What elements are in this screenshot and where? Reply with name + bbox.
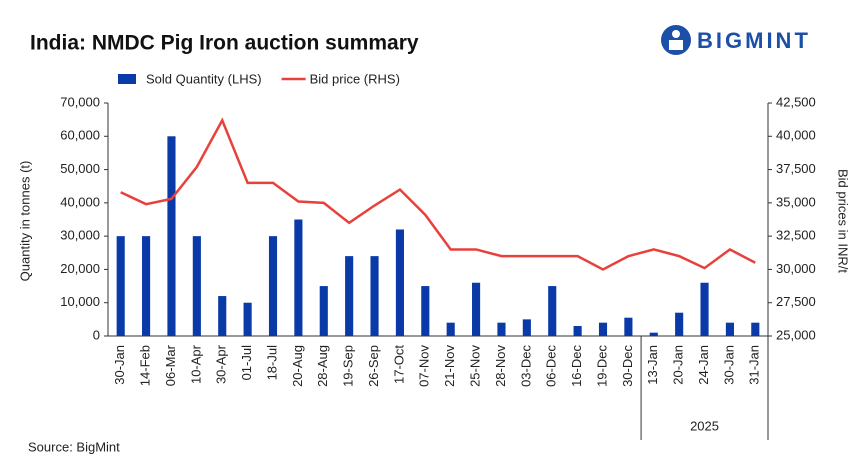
- bar: [294, 219, 303, 336]
- bar: [700, 282, 709, 336]
- x-tick-label: 18-Jul: [264, 345, 279, 381]
- bar: [395, 229, 404, 336]
- legend-label: Bid price (RHS): [310, 71, 400, 86]
- group-label: 2025: [690, 418, 719, 433]
- x-tick-label: 16-Dec: [569, 345, 584, 387]
- x-tick-label: 19-Dec: [594, 345, 609, 387]
- source: Source: BigMint: [28, 439, 120, 454]
- y-tick-label: 0: [93, 327, 100, 342]
- bar: [319, 286, 328, 336]
- x-tick-label: 06-Dec: [544, 345, 559, 387]
- x-tick-label: 31-Jan: [747, 345, 762, 385]
- logo-icon-body: [669, 40, 683, 50]
- y2-tick-label: 25,000: [776, 327, 816, 342]
- logo-icon-dot: [672, 30, 680, 38]
- bar: [598, 322, 608, 336]
- x-tick-label: 30-Jan: [721, 345, 736, 385]
- bar: [243, 302, 252, 336]
- bar: [472, 282, 481, 336]
- x-tick-label: 20-Aug: [290, 345, 305, 387]
- bar: [548, 286, 557, 336]
- x-tick-label: 03-Dec: [518, 345, 533, 387]
- bar: [218, 296, 227, 336]
- bar: [268, 236, 278, 336]
- bar: [370, 256, 379, 336]
- legend-swatch: [118, 74, 136, 84]
- x-tick-label: 26-Sep: [366, 345, 381, 387]
- x-tick-label: 13-Jan: [645, 345, 660, 385]
- bar: [573, 326, 582, 336]
- y2-tick-label: 40,000: [776, 128, 816, 143]
- x-tick-label: 19-Sep: [341, 345, 356, 387]
- y-tick-label: 70,000: [60, 94, 100, 109]
- x-tick-label: 01-Jul: [239, 345, 254, 381]
- bar: [675, 312, 684, 336]
- y2-tick-label: 35,000: [776, 194, 816, 209]
- y-axis-label: Quantity in tonnes (t): [17, 161, 32, 282]
- brand-name: BIGMINT: [697, 28, 811, 53]
- bar: [751, 322, 760, 336]
- x-tick-label: 25-Nov: [468, 345, 483, 387]
- x-tick-label: 20-Jan: [671, 345, 686, 385]
- bar: [421, 286, 430, 336]
- bar: [192, 236, 201, 336]
- bar: [167, 136, 176, 336]
- x-tick-label: 14-Feb: [138, 345, 153, 386]
- bar: [725, 322, 734, 336]
- y2-axis-label: Bid prices in INR/t: [836, 169, 851, 273]
- chart-title: India: NMDC Pig Iron auction summary: [30, 32, 419, 55]
- x-tick-label: 10-Apr: [188, 344, 203, 384]
- y-tick-label: 30,000: [60, 228, 100, 243]
- x-tick-label: 28-Nov: [493, 345, 508, 387]
- x-tick-label: 30-Apr: [214, 344, 229, 384]
- bar: [649, 332, 658, 336]
- y2-tick-label: 42,500: [776, 94, 816, 109]
- x-tick-label: 24-Jan: [696, 345, 711, 385]
- bar: [522, 319, 531, 336]
- x-tick-label: 07-Nov: [417, 345, 432, 387]
- y2-tick-label: 27,500: [776, 294, 816, 309]
- price-line: [120, 117, 756, 271]
- y-tick-label: 60,000: [60, 128, 100, 143]
- bar: [446, 322, 455, 336]
- bar: [142, 236, 151, 336]
- bar: [116, 236, 125, 336]
- y-tick-label: 10,000: [60, 294, 100, 309]
- legend-label: Sold Quantity (LHS): [146, 71, 262, 86]
- y-tick-label: 50,000: [60, 161, 100, 176]
- y2-tick-label: 32,500: [776, 228, 816, 243]
- x-tick-label: 21-Nov: [442, 345, 457, 387]
- bar: [624, 317, 633, 336]
- y2-tick-label: 30,000: [776, 261, 816, 276]
- x-tick-label: 28-Aug: [315, 345, 330, 387]
- x-tick-label: 17-Oct: [391, 345, 406, 384]
- y-tick-label: 20,000: [60, 261, 100, 276]
- brand-logo: BIGMINT: [661, 25, 811, 55]
- bar: [345, 256, 354, 336]
- y-tick-label: 40,000: [60, 194, 100, 209]
- x-tick-label: 06-Mar: [163, 344, 178, 386]
- x-tick-label: 30-Dec: [620, 345, 635, 387]
- bar: [497, 322, 506, 336]
- x-tick-label: 30-Jan: [112, 345, 127, 385]
- y2-tick-label: 37,500: [776, 161, 816, 176]
